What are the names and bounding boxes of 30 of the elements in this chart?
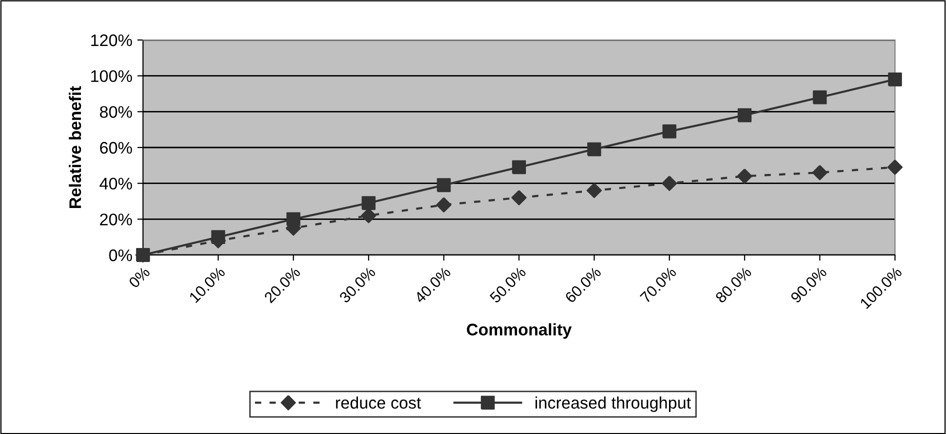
point <box>362 196 376 210</box>
y-tick-label: 40% <box>100 178 132 190</box>
point <box>436 197 452 212</box>
x-axis-title: Commonality <box>466 323 572 339</box>
x-tick-label: 0% <box>128 266 151 289</box>
y-axis-title: Relative benefit <box>68 86 82 208</box>
point <box>286 212 300 226</box>
point <box>512 160 526 174</box>
y-tick-label: 120% <box>91 34 132 46</box>
point <box>736 168 752 184</box>
point <box>812 164 828 180</box>
y-tick-label: 20% <box>100 214 132 226</box>
legend-label: reduce cost <box>336 396 422 409</box>
point <box>888 72 902 86</box>
y-tick-label: 80% <box>100 106 132 118</box>
point <box>662 176 678 191</box>
point <box>136 248 150 262</box>
point <box>738 108 752 122</box>
point <box>887 160 903 175</box>
point <box>211 230 226 244</box>
point <box>511 190 527 206</box>
point <box>662 124 676 138</box>
y-tick-label: 60% <box>100 142 132 154</box>
y-tick-label: 100% <box>91 70 132 82</box>
point <box>587 142 602 156</box>
point <box>586 182 602 198</box>
legend-label: increased throughput <box>536 396 691 412</box>
point <box>436 178 451 192</box>
point <box>812 90 827 104</box>
y-tick-label: 0% <box>109 249 132 262</box>
